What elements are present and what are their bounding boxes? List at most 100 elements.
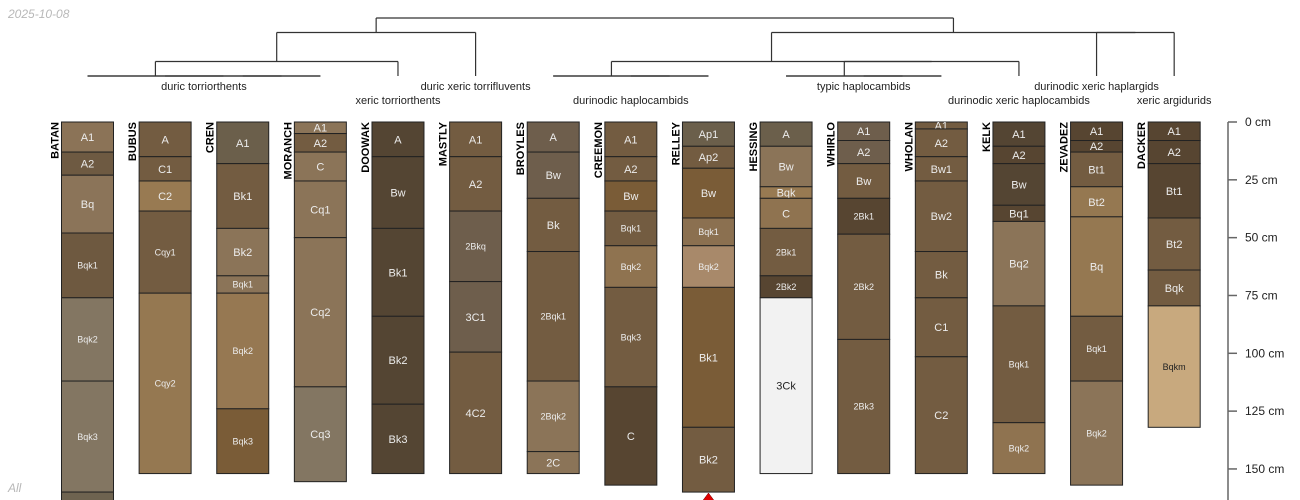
horizon-label: Cq1 <box>310 204 330 216</box>
profile-broyles: BROYLES A Bw Bk 2Bqk1 2Bqk2 2C <box>515 121 580 475</box>
horizon-label: A1 <box>1090 126 1103 138</box>
profiles: BATAN A1 A2 Bq Bqk1 Bqk2 Bqk3 BUBUS A C1 C2 Cqy1 Cqy… <box>50 120 1201 500</box>
profile-doowak: DOOWAK A Bw Bk1 Bk2 Bk3 <box>360 121 425 475</box>
horizon <box>526 451 580 475</box>
horizon-label: Bk <box>935 270 948 282</box>
horizon-label: Bqk1 <box>621 224 642 234</box>
horizon <box>138 180 192 212</box>
horizon <box>837 163 891 199</box>
horizon <box>138 292 192 475</box>
horizon <box>371 403 425 475</box>
horizon <box>526 197 580 253</box>
horizon-label: Bw <box>546 170 561 182</box>
horizon <box>914 356 968 475</box>
horizon-label: A1 <box>314 123 327 135</box>
profile-name: RELLEY <box>670 121 682 165</box>
horizon-label: Ap1 <box>699 129 719 141</box>
horizon-label: 2Bk3 <box>853 402 874 412</box>
profile-name: CREEMON <box>593 122 605 178</box>
horizon <box>604 386 658 486</box>
horizon-label: Bqk3 <box>77 432 98 442</box>
profile-name: KELK <box>981 122 993 152</box>
horizon-label: Cqy2 <box>155 379 176 389</box>
horizon-label: A2 <box>1167 147 1180 159</box>
date-stamp: 2025-10-08 <box>8 7 70 21</box>
taxon-label: duric torriorthents <box>161 81 247 93</box>
axis-tick-label: 0 cm <box>1245 115 1271 129</box>
horizon-label: Bqk2 <box>1009 443 1030 453</box>
horizon-label: 2Bk1 <box>853 211 874 221</box>
horizon-label: C <box>627 431 635 443</box>
horizon-label: Bqk2 <box>1086 428 1107 438</box>
horizon <box>759 121 813 147</box>
profile-batan: BATAN A1 A2 Bq Bqk1 Bqk2 Bqk3 <box>50 121 114 500</box>
horizon-label: Bq <box>81 199 94 211</box>
horizon <box>604 286 658 388</box>
horizon-label: A1 <box>624 134 637 146</box>
horizon-label: Cqy1 <box>155 247 176 257</box>
taxon-label: durinodic xeric haplargids <box>1034 81 1159 93</box>
horizon-label: Cq3 <box>310 429 330 441</box>
horizon-label: A <box>550 132 558 144</box>
horizon-label: Bt2 <box>1088 197 1105 209</box>
horizon-label: Bk3 <box>388 434 407 446</box>
depth-axis: 0 cm 25 cm 50 cm 75 cm 100 cm 125 cm 150 cm <box>1227 115 1284 500</box>
profile-name: DACKER <box>1136 122 1148 169</box>
taxon-label: durinodic haplocambids <box>573 95 689 107</box>
horizon <box>759 297 813 475</box>
taxon-label: xeric torriorthents <box>355 95 440 107</box>
horizon-label: Bqk1 <box>77 261 98 271</box>
horizon <box>61 174 114 234</box>
taxa-labels: duric torriorthents xeric torriorthents du… <box>161 81 1212 107</box>
horizon-label: Bw <box>1011 179 1026 191</box>
horizon <box>759 227 813 277</box>
profile-name: ZEVADEZ <box>1059 122 1071 173</box>
horizon <box>138 156 192 182</box>
horizon-label: A1 <box>1012 129 1025 141</box>
profile-relley: RELLEY Ap1 Ap2 Bw Bqk1 Bqk2 Bk1 Bk2 <box>670 121 735 493</box>
horizon-label: C2 <box>934 410 948 422</box>
horizon <box>61 491 114 500</box>
profile-hessing: HESSING A Bw Bqk C 2Bk1 2Bk2 3Ck <box>748 121 813 475</box>
horizon <box>61 232 114 299</box>
horizon-label: C1 <box>158 164 172 176</box>
horizon-label: C <box>316 161 324 173</box>
profile-cren: CREN A1 Bk1 Bk2 Bqk1 Bqk2 Bqk3 <box>205 121 270 475</box>
horizon-label: 2C <box>546 458 560 470</box>
profile-name: WHOLAN <box>903 122 915 172</box>
horizon-label: C2 <box>158 191 172 203</box>
horizon <box>216 408 270 475</box>
subset-label: All <box>8 481 22 495</box>
horizon-label: Bqk1 <box>698 227 719 237</box>
axis-tick-label: 100 cm <box>1245 346 1284 360</box>
profile-kelk: KELK A1 A2 Bw Bq1 Bq2 Bqk1 Bqk2 <box>981 121 1046 475</box>
profile-whirlo: WHIRLO A1 A2 Bw 2Bk1 2Bk2 2Bk3 <box>826 121 891 475</box>
horizon-label: A <box>394 134 402 146</box>
horizon <box>837 197 891 235</box>
horizon <box>61 380 114 493</box>
horizon <box>449 351 503 475</box>
horizon-label: Bk1 <box>233 191 252 203</box>
horizon <box>449 121 503 158</box>
profile-name: BATAN <box>50 122 62 159</box>
horizon-label: Bw <box>623 191 638 203</box>
horizon-label: Bw2 <box>931 211 952 223</box>
profile-name: BUBUS <box>127 122 139 161</box>
horizon-label: 2Bk1 <box>776 247 797 257</box>
horizon-label: 2Bqk1 <box>540 312 566 322</box>
taxon-label: xeric argidurids <box>1137 95 1212 107</box>
horizon-label: Bqk <box>777 188 796 200</box>
horizon-label: Bqk2 <box>232 346 253 356</box>
horizon <box>681 121 735 147</box>
horizon-label: Bqk1 <box>1009 360 1030 370</box>
horizon-label: Bqk1 <box>232 280 253 290</box>
horizon-label: A2 <box>469 179 482 191</box>
horizon-label: A2 <box>81 159 94 171</box>
profile-name: MASTLY <box>438 121 450 166</box>
taxon-label: durinodic xeric haplocambids <box>948 95 1090 107</box>
horizon-label: A <box>161 134 169 146</box>
horizon-label: Bqk3 <box>232 436 253 446</box>
horizon-label: Bw <box>856 176 871 188</box>
horizon-label: Bt1 <box>1166 186 1183 198</box>
